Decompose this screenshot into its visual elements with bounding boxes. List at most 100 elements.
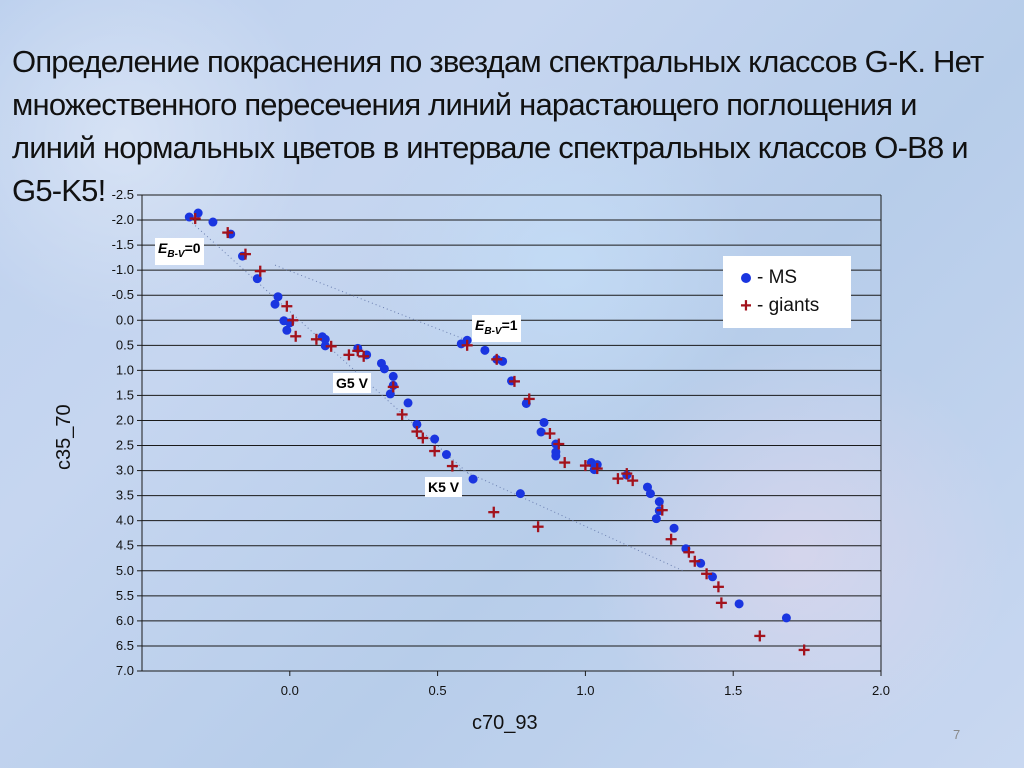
legend-item-ms: - MS xyxy=(735,267,797,289)
giant-point xyxy=(352,345,364,357)
y-tick-label: -0.5 xyxy=(112,287,134,302)
ms-point xyxy=(208,217,218,227)
ms-point xyxy=(270,299,280,309)
giant-point xyxy=(712,581,724,593)
ms-point xyxy=(403,398,413,408)
giant-point xyxy=(429,445,441,457)
points-layer xyxy=(184,208,810,656)
ms-point xyxy=(480,345,490,355)
ms-point xyxy=(412,419,422,429)
y-tick-label: 4.0 xyxy=(116,513,134,528)
y-axis-title: c35_70 xyxy=(53,404,75,470)
legend-label-giants: - giants xyxy=(757,295,820,316)
y-tick-label: -1.0 xyxy=(112,262,134,277)
legend: - MS + - giants xyxy=(723,256,851,328)
y-tick-label: -2.5 xyxy=(112,187,134,202)
ms-point xyxy=(320,334,330,344)
ms-point xyxy=(515,489,525,499)
ms-point xyxy=(539,417,549,427)
annotation-g5: G5 V xyxy=(333,373,371,393)
y-tick-label: 3.5 xyxy=(116,488,134,503)
giant-point xyxy=(488,506,500,518)
x-tick-label: 0.5 xyxy=(429,683,447,698)
giant-point xyxy=(290,330,302,342)
giant-point xyxy=(461,339,473,351)
annotation-e0-sub: B-V xyxy=(167,248,185,260)
x-tick-label: 1.5 xyxy=(724,683,742,698)
giant-point xyxy=(544,428,556,440)
giant-point xyxy=(411,425,423,437)
giant-point xyxy=(239,248,251,260)
giant-point xyxy=(553,438,565,450)
giant-point xyxy=(579,460,591,472)
giant-point xyxy=(189,213,201,225)
giant-point xyxy=(281,300,293,312)
giant-point xyxy=(358,350,370,362)
page-number: 7 xyxy=(953,727,961,742)
ms-point xyxy=(654,497,664,507)
ms-marker-icon xyxy=(735,267,757,289)
giant-point xyxy=(701,568,713,580)
ms-point xyxy=(388,371,398,381)
giant-point xyxy=(591,463,603,475)
annotation-k5: K5 V xyxy=(425,477,463,497)
y-tick-label: 5.0 xyxy=(116,563,134,578)
y-tick-label: 5.5 xyxy=(116,588,134,603)
ms-point xyxy=(645,489,655,499)
annotation-e0-label: E xyxy=(158,240,168,256)
giant-point xyxy=(683,546,695,558)
ms-point xyxy=(468,474,478,484)
y-tick-label: 6.0 xyxy=(116,613,134,628)
y-tick-label: 7.0 xyxy=(116,663,134,678)
annotation-e1-label: E xyxy=(475,317,485,333)
annotation-e0: EB-V=0 xyxy=(155,238,204,265)
giant-point xyxy=(523,393,535,405)
y-tick-label: 1.5 xyxy=(116,387,134,402)
giant-point xyxy=(446,460,458,472)
x-tick-label: 0.0 xyxy=(281,683,299,698)
y-tick-label: -1.5 xyxy=(112,237,134,252)
ms-point xyxy=(430,434,440,444)
x-tick-label: 1.0 xyxy=(576,683,594,698)
giant-point xyxy=(343,349,355,361)
giant-point xyxy=(387,381,399,393)
annotation-e1: EB-V=1 xyxy=(472,315,521,342)
ms-point xyxy=(273,292,283,302)
y-tick-label: 4.5 xyxy=(116,538,134,553)
slide-title: Определение покраснения по звездам спект… xyxy=(12,44,984,208)
annotation-e1-value: =1 xyxy=(501,317,518,333)
y-tick-label: 3.0 xyxy=(116,463,134,478)
ms-point xyxy=(669,523,679,533)
giant-point xyxy=(287,314,299,326)
giant-point xyxy=(532,521,544,533)
ms-point xyxy=(536,427,546,437)
giant-point xyxy=(310,333,322,345)
giant-point xyxy=(715,597,727,609)
giant-point xyxy=(798,644,810,656)
ms-point xyxy=(651,514,661,524)
x-axis-title: c70_93 xyxy=(472,712,538,734)
y-tick-label: 2.0 xyxy=(116,412,134,427)
giant-point xyxy=(689,555,701,567)
ms-point xyxy=(441,450,451,460)
annotation-e1-sub: B-V xyxy=(484,325,502,337)
ms-point xyxy=(282,325,292,335)
y-tick-label: 0.0 xyxy=(116,312,134,327)
giant-point xyxy=(621,468,633,480)
legend-item-giants: + - giants xyxy=(735,295,819,317)
ms-point xyxy=(551,451,561,461)
giant-point xyxy=(656,504,668,516)
tick-labels-layer: -2.5 -2.0 -1.5 -1.0 -0.5 0.0 0.5 1.0 1.5 2.0 2.5 3.… xyxy=(112,187,890,698)
giant-point xyxy=(627,475,639,487)
giant-point xyxy=(508,375,520,387)
giant-point xyxy=(325,340,337,352)
ms-point xyxy=(734,599,744,609)
y-tick-label: 1.0 xyxy=(116,362,134,377)
giant-point xyxy=(559,457,571,469)
y-tick-label: -2.0 xyxy=(112,212,134,227)
x-tick-label: 2.0 xyxy=(872,683,890,698)
giant-point xyxy=(222,227,234,239)
giant-point xyxy=(396,408,408,420)
giant-point xyxy=(491,353,503,365)
